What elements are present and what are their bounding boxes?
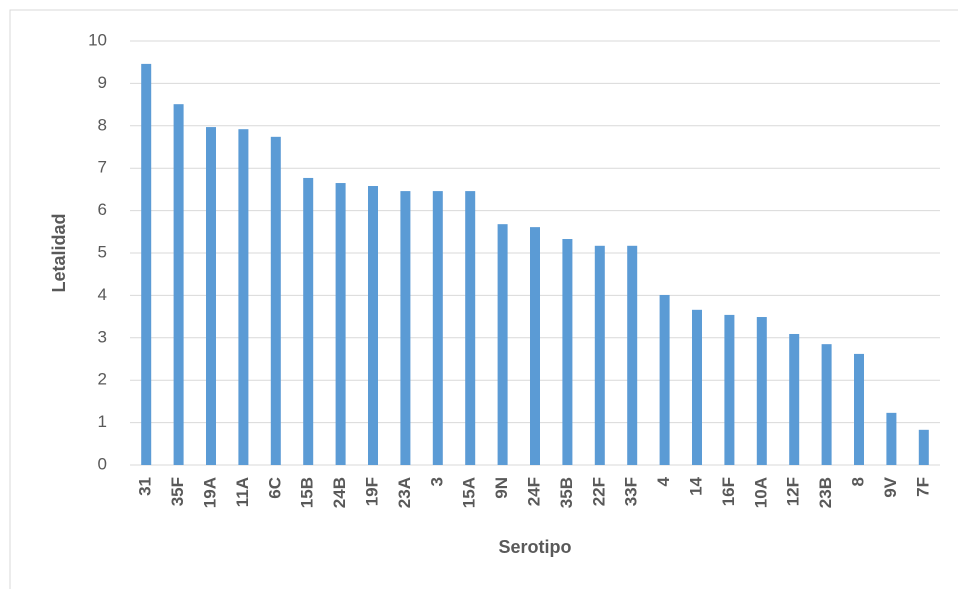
y-tick-label: 1	[98, 412, 107, 431]
y-tick-label: 4	[98, 285, 107, 304]
x-tick-label: 31	[136, 477, 155, 496]
bar	[141, 63, 152, 466]
x-tick-label: 10A	[751, 477, 770, 508]
x-tick-label: 11A	[233, 477, 252, 507]
bar	[238, 129, 249, 465]
x-tick-label: 22F	[589, 477, 608, 506]
bar	[173, 104, 184, 466]
x-tick-label: 14	[686, 476, 705, 495]
bar	[789, 333, 800, 465]
x-tick-label: 15B	[298, 477, 317, 508]
x-tick-label: 23A	[395, 477, 414, 508]
bar	[692, 309, 702, 465]
x-tick-label: 24F	[524, 477, 543, 506]
bar	[368, 186, 378, 465]
bar	[659, 294, 670, 465]
x-tick-label: 12F	[784, 477, 803, 506]
bar	[627, 245, 638, 465]
y-tick-label: 10	[88, 30, 107, 49]
y-tick-label: 0	[98, 454, 107, 473]
bar	[562, 239, 573, 465]
x-tick-label: 3	[427, 477, 446, 486]
bar	[465, 191, 476, 465]
bar	[432, 191, 443, 465]
y-tick-label: 6	[98, 200, 107, 219]
y-tick-label: 8	[98, 115, 107, 134]
bar	[918, 429, 929, 465]
y-tick-label: 5	[98, 242, 107, 261]
x-tick-label: 6C	[265, 477, 284, 499]
x-tick-label: 35F	[168, 477, 187, 506]
x-tick-label: 19A	[200, 477, 219, 508]
x-tick-label: 23B	[816, 477, 835, 508]
x-tick-label: 15A	[460, 477, 479, 508]
bar	[821, 344, 832, 465]
bar	[400, 191, 411, 465]
bar	[854, 353, 864, 465]
x-tick-label: 33F	[622, 477, 641, 506]
y-tick-label: 9	[98, 73, 107, 92]
bar	[270, 136, 281, 465]
bar	[335, 183, 346, 466]
y-tick-label: 2	[98, 370, 107, 389]
bar	[594, 245, 605, 465]
x-tick-label: 7F	[913, 477, 932, 497]
x-tick-label: 9N	[492, 477, 511, 499]
x-axis-title: Serotipo	[498, 537, 571, 557]
bar	[756, 317, 767, 465]
x-tick-label: 8	[848, 477, 867, 486]
x-tick-label: 24B	[330, 477, 349, 508]
x-tick-label: 4	[654, 476, 673, 486]
x-tick-label: 19F	[362, 477, 381, 506]
x-tick-label: 35B	[557, 477, 576, 508]
y-axis-title: Letalidad	[49, 213, 69, 292]
x-tick-label: 16F	[719, 477, 738, 506]
bar	[303, 177, 314, 465]
bar	[530, 227, 540, 465]
x-tick-label: 9V	[881, 476, 900, 497]
bar	[886, 412, 897, 465]
chart-frame	[9, 9, 958, 589]
y-tick-label: 7	[98, 158, 107, 177]
bar	[206, 127, 216, 466]
bar	[724, 314, 735, 465]
bar	[497, 224, 508, 465]
y-tick-label: 3	[98, 327, 107, 346]
